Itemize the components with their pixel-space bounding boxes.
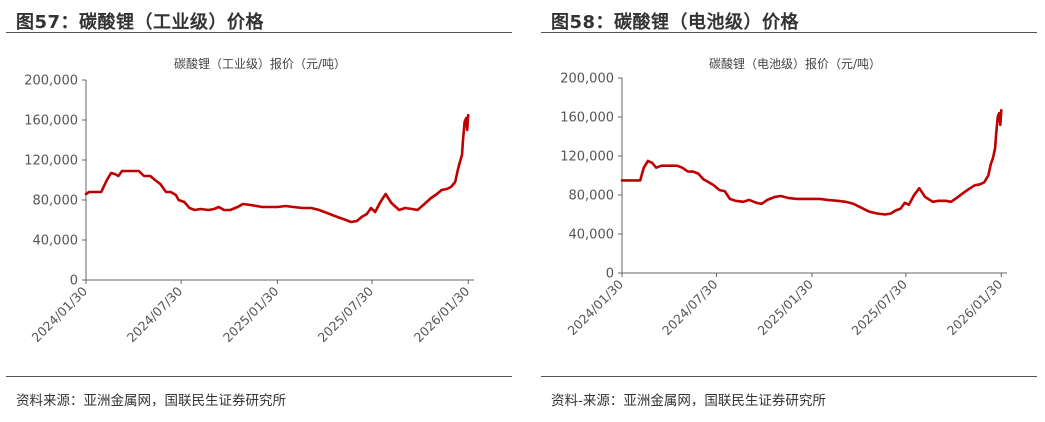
x-tick-label: 2025/01/30 bbox=[754, 276, 816, 338]
y-tick-label: 80,000 bbox=[33, 194, 79, 209]
x-tick-label: 2024/07/30 bbox=[659, 276, 721, 338]
chart-industrial-grade: 碳酸锂（工业级）报价（元/吨） 0 40,000 80,000 120,000 160,0… bbox=[24, 56, 474, 345]
x-tick-label: 2026/01/30 bbox=[411, 283, 473, 345]
y-tick-label: 200,000 bbox=[24, 74, 78, 89]
source-divider bbox=[541, 376, 1037, 377]
chart-title: 碳酸锂（工业级）报价（元/吨） bbox=[174, 56, 346, 71]
y-tick-label: 120,000 bbox=[24, 154, 78, 169]
chart-title: 碳酸锂（电池级）报价（元/吨） bbox=[709, 56, 881, 71]
y-tick-label: 0 bbox=[70, 274, 78, 289]
source-divider bbox=[6, 376, 512, 377]
figure-title: 图57：碳酸锂（工业级）价格 bbox=[16, 12, 265, 33]
x-tick-label: 2024/01/30 bbox=[29, 283, 91, 345]
source-note: 资料-来源：亚洲金属网，国联民生证券研究所 bbox=[551, 393, 826, 409]
x-tick-label: 2025/01/30 bbox=[220, 283, 282, 345]
x-tick-label: 2024/07/30 bbox=[124, 283, 186, 345]
price-series-line bbox=[620, 108, 1003, 216]
y-tick-label: 160,000 bbox=[24, 114, 78, 129]
figure-57: 图57：碳酸锂（工业级）价格 碳酸锂（工业级）报价（元/吨） 0 40,000 80,… bbox=[0, 0, 520, 422]
x-tick-label: 2025/07/30 bbox=[848, 276, 910, 338]
figure-58: 图58：碳酸锂（电池级）价格 碳酸锂（电池级）报价（元/吨） 0 40,000 80,… bbox=[535, 0, 1045, 422]
y-tick-label: 200,000 bbox=[560, 72, 614, 87]
source-note: 资料来源：亚洲金属网，国联民生证券研究所 bbox=[16, 393, 286, 409]
chart-battery-grade: 碳酸锂（电池级）报价（元/吨） 0 40,000 80,000 120,000 160,0… bbox=[560, 56, 1007, 338]
y-tick-label: 40,000 bbox=[33, 234, 79, 249]
y-tick-label: 120,000 bbox=[560, 150, 614, 165]
x-tick-label: 2025/07/30 bbox=[315, 283, 377, 345]
x-tick-label: 2024/01/30 bbox=[565, 276, 627, 338]
title-divider bbox=[541, 32, 1037, 33]
y-tick-label: 160,000 bbox=[560, 111, 614, 126]
price-series-line bbox=[84, 113, 470, 224]
y-tick-label: 40,000 bbox=[569, 228, 615, 243]
x-tick-label: 2026/01/30 bbox=[944, 276, 1006, 338]
y-tick-label: 0 bbox=[606, 267, 614, 282]
figure-title: 图58：碳酸锂（电池级）价格 bbox=[551, 12, 800, 33]
title-divider bbox=[6, 32, 512, 33]
y-tick-label: 80,000 bbox=[569, 189, 615, 204]
